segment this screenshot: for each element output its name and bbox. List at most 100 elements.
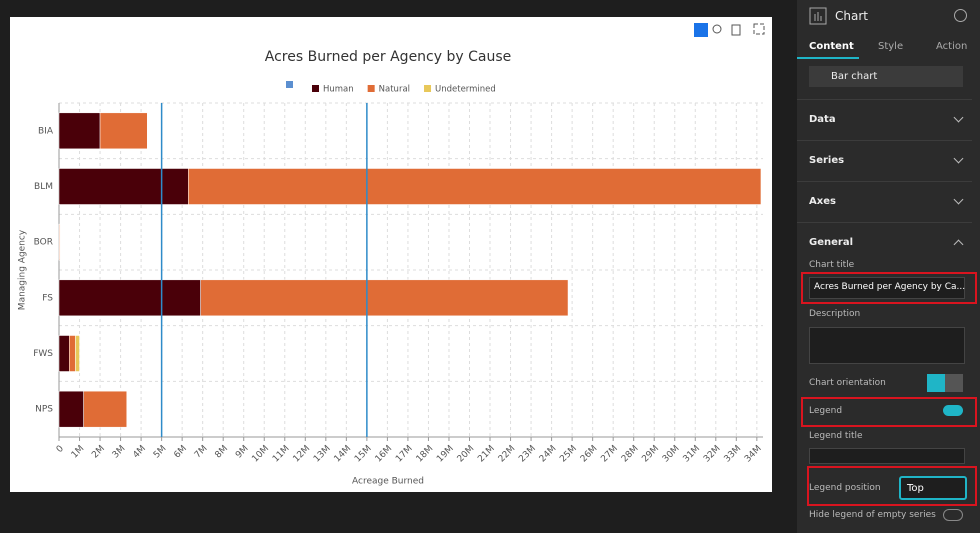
field-label: Chart title [809,260,855,270]
bar [83,390,127,428]
highlight [807,466,977,506]
bar [58,390,84,428]
help-icon[interactable] [954,9,967,22]
y-tick-label: BLM [34,182,53,192]
x-tick-label: 29M [640,444,661,465]
section[interactable]: Series [797,140,972,181]
orientation-vertical[interactable] [945,374,963,392]
x-tick-label: 30M [661,444,682,465]
section-title: Axes [809,196,836,207]
y-tick-label: NPS [35,405,53,415]
x-tick-label: 18M [415,444,436,465]
tab[interactable]: Style [878,41,904,52]
y-tick-label: BIA [38,126,54,136]
bar [58,335,70,372]
x-tick-label: 14M [333,444,354,465]
field-label: Legend [809,406,843,416]
x-tick-label: 19M [435,444,456,465]
layout-tool[interactable] [753,23,765,35]
x-tick-label: 15M [353,444,374,465]
x-tick-label: 0 [55,444,66,455]
hide-empty-toggle[interactable] [943,509,963,521]
chart-icon [809,7,827,25]
x-tick-label: 1M [70,444,87,461]
x-tick-label: 10M [250,444,271,465]
tab-underline [797,57,859,59]
x-tick-label: 9M [234,444,251,461]
x-tick-label: 20M [456,444,477,465]
x-tick-label: 16M [374,444,395,465]
panel-title: Chart [835,9,868,23]
x-tick-label: 8M [213,444,230,461]
y-tick-label: FS [42,293,53,303]
legend-label: Natural [379,85,410,95]
chart-title: Acres Burned per Agency by Cause [265,49,512,65]
legend-swatch [312,85,319,92]
bar [58,168,189,205]
x-tick-label: 5M [152,444,169,461]
bar [188,168,762,205]
x-tick-label: 33M [723,444,744,465]
field-label: Chart orientation [809,378,886,388]
section[interactable]: Axes [797,181,972,222]
y-tick-label: BOR [34,238,53,248]
y-tick-label: FWS [33,349,53,359]
legend-swatch [424,85,432,92]
bar [58,279,201,317]
x-tick-label: 27M [599,444,620,465]
highlight [801,272,977,304]
section[interactable]: Data [797,99,972,140]
select-tool[interactable] [694,23,708,37]
x-tick-label: 34M [743,444,764,465]
bar [69,335,76,372]
zoom-tool[interactable] [712,24,722,34]
toolbar [694,23,765,37]
x-axis-label: Acreage Burned [352,477,424,487]
x-tick-label: 3M [111,444,128,461]
chevron [953,194,964,205]
x-tick-label: 31M [681,444,702,465]
chart-type: Bar chart [831,71,878,82]
section-title: Data [809,114,836,125]
legend-swatch [367,85,375,92]
y-axis-label: Managing Agency [18,229,28,310]
orientation-horizontal[interactable] [927,374,945,392]
x-tick-label: 28M [620,444,641,465]
highlight [801,397,977,427]
field-label: Hide legend of empty series [809,510,936,520]
input-value: Acres Burned per Agency by Ca... [814,282,966,292]
description-input[interactable] [809,327,965,364]
legend-toggle[interactable] [943,405,963,416]
legend-label: Undetermined [435,85,496,95]
chart: Acres Burned per Agency by Cause Acreage… [18,23,765,487]
title-input[interactable]: Acres Burned per Agency by Ca... [809,277,965,299]
field-label: Description [809,309,861,319]
chevron [953,112,964,123]
x-tick-label: 21M [476,444,497,465]
chart-card: Acres Burned per Agency by Cause Acreage… [10,17,772,492]
x-tick-label: 12M [292,444,313,465]
section[interactable]: General [797,222,972,263]
legend-position-select[interactable]: Top [899,476,967,500]
chart-type-select[interactable]: Bar chart [809,66,963,87]
x-tick-label: 17M [394,444,415,465]
settings-panel: Chart Content Style Action Bar chart Dat… [797,0,980,533]
bar [200,279,569,317]
x-tick-label: 6M [172,444,189,461]
delete-tool[interactable] [731,24,741,36]
tab[interactable]: Content [809,41,854,52]
section-title: Series [809,155,845,166]
legend-label: Human [323,85,354,95]
tab[interactable]: Action [936,41,968,52]
chevron [953,153,964,164]
legend-title-input[interactable] [809,448,965,464]
x-tick-label: 23M [517,444,538,465]
x-tick-label: 4M [131,444,148,461]
chevron [953,239,964,250]
x-tick-label: 24M [538,444,559,465]
field-label: Legend title [809,431,863,441]
section-title: General [809,237,853,248]
select-value: Top [907,483,924,494]
x-tick-label: 13M [312,444,333,465]
